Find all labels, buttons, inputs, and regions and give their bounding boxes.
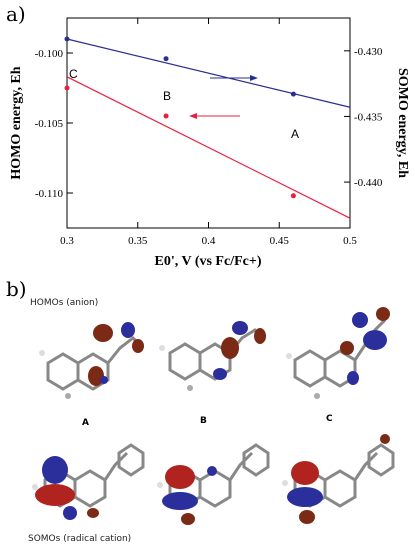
y-tick-label-right: -0.440 <box>354 177 383 189</box>
y-tick-label-right: -0.435 <box>354 111 383 123</box>
homo-caption: HOMOs (anion) <box>30 298 99 308</box>
fit-line-right <box>66 38 351 108</box>
fit-line-left <box>66 76 351 219</box>
chart: 0.3 0.35 0.4 0.45 0.5 -0.100 -0.105 -0.110 -0.43… <box>9 17 410 269</box>
somo-orbital-b-image <box>157 443 270 525</box>
point-label-c: C <box>69 67 78 81</box>
y-tick-label-left: -0.105 <box>35 118 64 130</box>
x-tick-label: 0.35 <box>128 235 148 247</box>
data-point-left <box>163 113 169 119</box>
molecule-label-c: C <box>326 414 333 424</box>
point-label-a: A <box>291 127 299 141</box>
homo-orbital-c-image <box>286 307 390 399</box>
point-label-b: B <box>163 89 171 103</box>
panel-a-label: a) <box>6 2 26 26</box>
red-arrow <box>189 113 240 119</box>
data-point-left <box>64 85 70 91</box>
x-tick-label: 0.3 <box>60 235 74 247</box>
somo-orbital-c-image <box>282 434 395 524</box>
y-tick-label-right: -0.430 <box>354 46 383 58</box>
molecule-label-a: A <box>82 418 89 428</box>
x-tick-label: 0.4 <box>202 235 216 247</box>
molecule-label-b: B <box>200 416 207 426</box>
data-point-right <box>163 56 169 62</box>
blue-arrow <box>210 75 258 81</box>
y-tick-label-left: -0.100 <box>35 48 64 60</box>
homo-orbital-a-image <box>39 322 145 399</box>
somo-orbital-a-image <box>32 443 145 520</box>
panel-b-label: b) <box>6 277 27 301</box>
x-axis-title: E0', V (vs Fc/Fc+) <box>154 254 261 269</box>
data-point-right <box>290 91 296 97</box>
data-point-right <box>64 36 70 42</box>
data-point-left <box>290 193 296 199</box>
x-tick-label: 0.5 <box>343 235 357 247</box>
x-tick-label: 0.45 <box>270 235 290 247</box>
somo-caption: SOMOs (radical cation) <box>28 534 132 544</box>
y-axis-title-left: HOMO energy, Eh <box>9 66 24 179</box>
y-tick-label-left: -0.110 <box>35 188 64 200</box>
y-axis-title-right: SOMO energy, Eh <box>395 68 410 178</box>
homo-orbital-b-image <box>159 321 267 391</box>
